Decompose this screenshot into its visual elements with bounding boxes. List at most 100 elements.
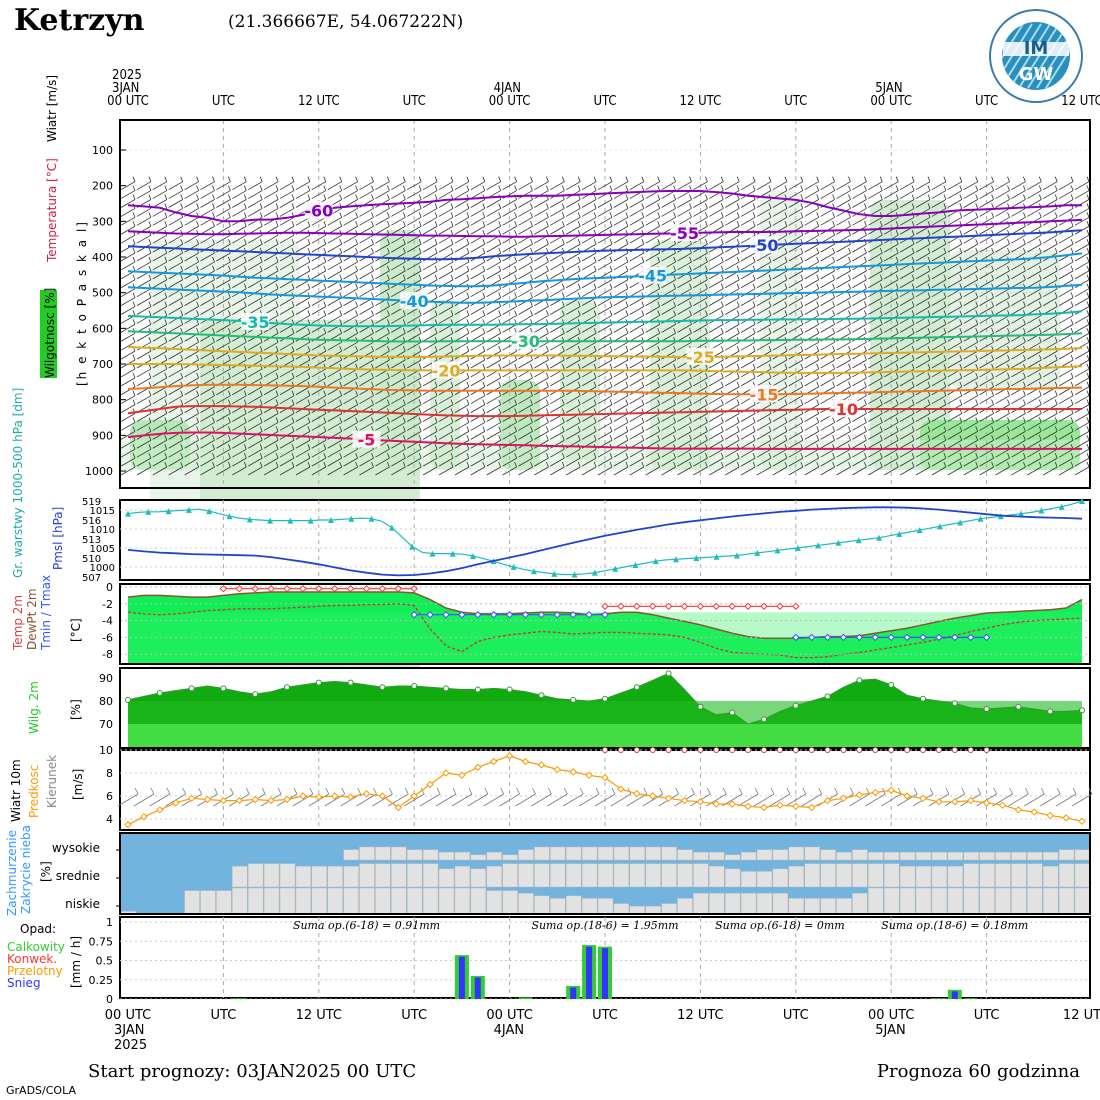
wind-barb-flag — [927, 247, 931, 254]
wind-barb-flag — [546, 230, 549, 236]
wind-barb-flag — [514, 256, 517, 263]
wind-barb-flag — [609, 185, 613, 191]
wind-barb — [200, 261, 215, 271]
wind-barb-flag — [546, 283, 549, 289]
wind-barb-flag — [498, 238, 502, 245]
wind-barb — [120, 332, 136, 342]
wind-barb-flag — [689, 176, 692, 182]
wind-barb — [899, 439, 915, 449]
wind-barb — [629, 448, 644, 458]
wind-barb — [979, 199, 994, 208]
wind-barb-flag — [371, 417, 374, 423]
wind-barb-flag — [259, 194, 263, 200]
wind-barb — [804, 297, 819, 306]
thickness-marker — [835, 539, 842, 546]
wind-barb — [1074, 457, 1090, 467]
wind-barb — [120, 431, 136, 440]
surface-wind-barb-flag — [166, 787, 171, 795]
wind-barb — [661, 377, 676, 387]
wind-barb — [725, 431, 740, 440]
cloud-bar-niskie — [724, 892, 741, 915]
wind-barb — [168, 368, 183, 378]
isotherm-label-bg — [352, 430, 381, 448]
wind-barb-flag — [673, 452, 676, 459]
wind-barb-flag — [228, 176, 231, 182]
wind-barb-flag — [577, 203, 581, 209]
wind-barb — [534, 199, 549, 208]
pmsl-tick-label: 1010 — [90, 525, 115, 536]
wind-barb — [232, 457, 247, 467]
wind-barb — [915, 341, 931, 351]
wind-barb — [454, 225, 470, 235]
wind-top-marker — [649, 747, 656, 753]
wind-barb — [963, 297, 978, 306]
wind-barb — [661, 404, 676, 413]
wind-barb-flag — [1038, 212, 1042, 218]
wind-barb-flag — [800, 417, 804, 423]
wind-barb — [836, 306, 851, 315]
wind-barb — [613, 288, 629, 298]
wind-barb — [502, 448, 517, 458]
wind-barb — [184, 350, 199, 360]
humidity-marker — [188, 685, 195, 692]
wind-barb-flag — [800, 283, 804, 289]
wind-barb — [597, 359, 613, 369]
wind-barb — [931, 252, 947, 262]
wind-barb — [422, 243, 438, 253]
wind-barb-flag — [132, 247, 136, 254]
wind-barb-flag — [816, 185, 820, 191]
wind-barb — [740, 324, 756, 333]
wind-barb — [391, 315, 406, 324]
wind-barb-flag — [132, 461, 136, 468]
wind-barb — [263, 190, 279, 199]
wind-barb-flag — [482, 319, 486, 325]
wind-barb — [788, 252, 803, 262]
wind-barb — [232, 359, 247, 369]
logo-text-top: IM — [1024, 38, 1049, 59]
wind-barb — [407, 431, 422, 440]
wind-barb-flag — [1086, 247, 1090, 254]
humidity-blob — [870, 200, 950, 470]
wind-barb-flag — [546, 238, 549, 245]
thickness-marker — [1058, 503, 1065, 510]
wind-barb-flag — [355, 274, 358, 280]
wind-barb — [152, 368, 167, 378]
wind-barb-flag — [927, 452, 931, 459]
wind-barb — [645, 439, 660, 449]
wind-barb — [581, 225, 597, 235]
cloud-bar-niskie — [740, 892, 757, 915]
wind-barb-flag — [927, 310, 931, 316]
wind-barb — [375, 359, 390, 369]
wind-barb-flag — [1070, 426, 1074, 432]
wind-barb — [1027, 306, 1042, 315]
wind-barb — [311, 270, 326, 280]
wind-barb — [136, 439, 152, 449]
precip-legend-item: Konwek. — [7, 952, 57, 966]
wind-barb-flag — [705, 301, 708, 307]
thickness-marker — [470, 553, 477, 560]
humidity-marker — [347, 679, 354, 686]
wind-barb-flag — [196, 408, 199, 414]
wind-barb-flag — [212, 176, 215, 182]
cloud-title: Zakrycie nieba — [19, 825, 33, 914]
wind-barb-flag — [418, 372, 422, 379]
wind-barb-flag — [991, 426, 994, 432]
wind-barb-flag — [1007, 452, 1010, 459]
wind-barb — [327, 243, 342, 253]
wind-barb — [852, 359, 867, 369]
wind-barb — [1074, 422, 1090, 431]
wind-barb — [1027, 341, 1042, 351]
wind-barb — [263, 439, 279, 449]
wind-barb — [152, 252, 167, 262]
cloud-bar-srednie — [629, 863, 646, 888]
wind-barb — [359, 234, 374, 244]
wind-barb — [597, 404, 613, 413]
wind-barb — [995, 261, 1010, 271]
wind-barb-flag — [418, 444, 422, 450]
wind-barb — [454, 190, 470, 199]
wind-barb — [184, 261, 199, 271]
wind-top-marker — [761, 747, 767, 753]
wind-barb — [152, 448, 167, 458]
wind-barb — [327, 234, 342, 244]
wind-barb — [263, 395, 279, 405]
